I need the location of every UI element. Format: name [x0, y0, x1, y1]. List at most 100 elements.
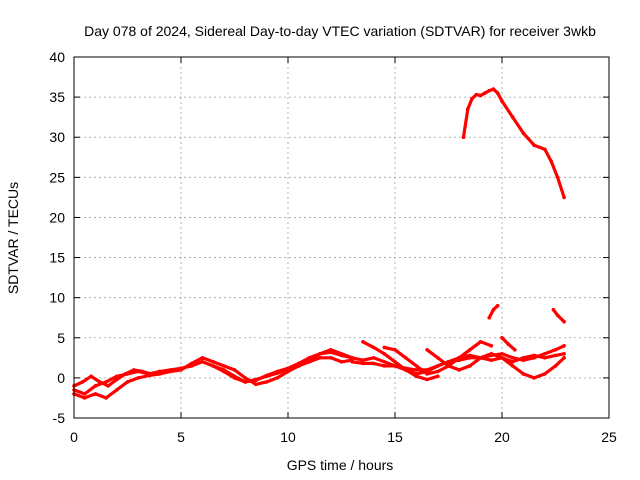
data-point	[414, 368, 419, 372]
data-point	[500, 352, 504, 356]
data-point	[414, 374, 419, 379]
data-point	[275, 371, 280, 375]
data-point	[403, 366, 408, 371]
data-point	[487, 88, 492, 93]
data-point	[457, 358, 462, 363]
data-point	[521, 131, 526, 135]
data-point	[361, 358, 365, 363]
grid	[74, 57, 609, 418]
plot-frame	[73, 56, 610, 419]
data-point	[436, 364, 440, 368]
x-tick-label: 5	[177, 429, 185, 445]
data-point	[466, 107, 470, 111]
y-tick-label: 25	[49, 169, 65, 185]
data-point	[89, 374, 93, 379]
data-point	[179, 368, 183, 372]
data-point	[307, 358, 312, 363]
y-tick-label: 5	[57, 330, 65, 346]
data-point	[106, 384, 110, 388]
data-point	[350, 356, 355, 360]
data-point	[532, 143, 536, 147]
data-point	[532, 376, 536, 380]
y-tick-label: 40	[49, 49, 65, 65]
data-point	[93, 392, 98, 396]
data-point	[425, 368, 429, 372]
data-point	[461, 135, 466, 139]
data-point	[551, 307, 556, 312]
y-tick-label: 35	[49, 89, 65, 105]
series-line-sat-j	[487, 304, 500, 320]
data-point	[222, 369, 226, 374]
data-point	[371, 356, 376, 360]
data-point	[393, 348, 397, 352]
data-point	[403, 356, 408, 360]
series-line-sat-i	[461, 87, 566, 199]
data-point	[468, 356, 472, 360]
data-point	[254, 377, 258, 382]
data-point	[483, 91, 487, 95]
data-point	[500, 356, 504, 360]
chart-title: Day 078 of 2024, Sidereal Day-to-day VTE…	[84, 23, 596, 39]
y-tick-label: 15	[49, 250, 65, 266]
data-point	[510, 356, 515, 360]
data-point	[168, 369, 173, 374]
data-point	[436, 356, 440, 360]
data-point	[543, 147, 547, 152]
data-point	[543, 352, 547, 356]
data-point	[371, 345, 376, 350]
data-point	[489, 344, 494, 348]
data-point	[350, 360, 355, 364]
x-tick-label: 0	[70, 429, 78, 445]
data-point	[157, 369, 162, 374]
data-point	[436, 374, 440, 379]
data-point	[521, 372, 526, 376]
data-point	[543, 356, 547, 360]
data-point	[562, 344, 566, 348]
x-tick-label: 20	[494, 429, 510, 445]
series-group	[72, 87, 566, 400]
data-point	[487, 315, 492, 320]
data-point	[543, 372, 547, 376]
data-point	[491, 307, 496, 312]
data-point	[553, 353, 558, 358]
data-point	[115, 388, 119, 392]
data-point	[264, 380, 269, 384]
data-point	[243, 380, 247, 384]
series-line-sat-d	[211, 348, 354, 384]
data-point	[521, 358, 526, 363]
y-axis-tick-labels: -5 0 5 10 15 20 25 30 35 40	[49, 49, 65, 426]
data-point	[136, 376, 140, 380]
data-point	[339, 360, 344, 364]
data-point	[286, 368, 290, 372]
data-point	[446, 360, 451, 364]
data-point	[243, 376, 247, 380]
data-point	[425, 348, 429, 352]
data-point	[500, 99, 504, 103]
data-point	[200, 360, 205, 364]
data-point	[382, 345, 387, 350]
data-point	[115, 377, 119, 382]
data-point	[510, 115, 515, 119]
data-point	[555, 175, 560, 180]
data-point	[140, 369, 145, 374]
data-point	[296, 364, 301, 368]
x-tick-label: 15	[387, 429, 403, 445]
data-point	[414, 364, 419, 368]
data-point	[200, 356, 205, 360]
data-point	[446, 364, 451, 368]
data-point	[457, 368, 462, 372]
data-point	[232, 368, 237, 372]
x-tick-label: 10	[280, 429, 296, 445]
data-point	[474, 92, 479, 97]
data-point	[510, 360, 515, 364]
data-point	[189, 361, 194, 366]
data-point	[562, 319, 566, 324]
data-point	[361, 361, 365, 366]
data-point	[382, 352, 387, 356]
data-point	[104, 396, 108, 400]
data-point	[510, 364, 515, 368]
data-point	[500, 336, 504, 340]
data-point	[232, 376, 237, 380]
data-point	[222, 364, 226, 368]
data-point	[329, 348, 333, 352]
